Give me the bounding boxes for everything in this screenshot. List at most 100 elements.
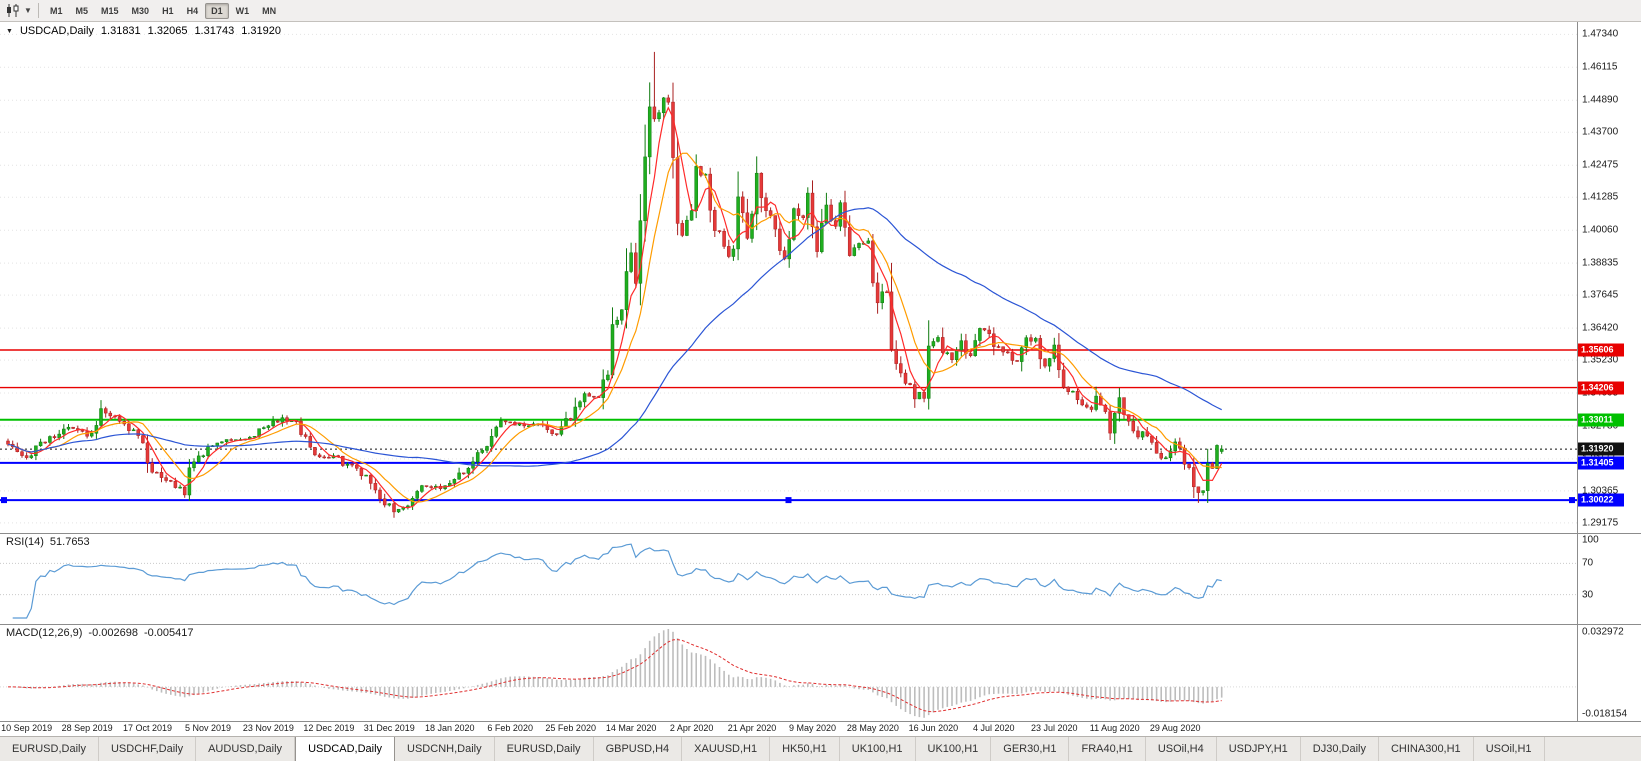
chart-tabs-bar: EURUSD,Daily USDCHF,Daily AUDUSD,Daily USDC… — [0, 737, 1641, 761]
timeframe-button-m30[interactable]: M30 — [131, 5, 150, 16]
price-axis-label: 1.42475 — [1582, 159, 1619, 171]
price-plot[interactable] — [0, 22, 1577, 533]
macd-main-value: -0.002698 — [88, 627, 138, 639]
rsi-plot[interactable] — [0, 534, 1577, 624]
rsi-chart-svg — [0, 543, 1577, 619]
rsi-axis-label: 30 — [1582, 589, 1594, 601]
timeframe-buttons: M1 M5 M15 M30 H1 H4 D1 W1 MN — [44, 2, 282, 19]
tab-gbpusd-h4[interactable]: GBPUSD,H4 — [594, 737, 683, 761]
date-label: 29 Aug 2020 — [1149, 723, 1201, 733]
price-chart-svg — [0, 33, 1577, 524]
date-label: 12 Dec 2019 — [303, 723, 355, 733]
candlestick-chart-icon-svg — [7, 4, 19, 17]
timeframe-button-mn[interactable]: MN — [262, 5, 277, 16]
candlestick-chart-icon[interactable] — [4, 2, 22, 20]
tab-ger30-h1[interactable]: GER30,H1 — [991, 737, 1070, 761]
tab-usdcnh-daily[interactable]: USDCNH,Daily — [395, 737, 495, 761]
ohlc-high: 1.32065 — [147, 25, 188, 37]
date-label: 25 Feb 2020 — [545, 723, 596, 733]
price-level-chip: 1.31920 — [1578, 442, 1624, 456]
price-chart-panel[interactable]: 1.47340 1.46115 1.44890 1.43700 1.42475 1.412… — [0, 22, 1641, 534]
tab-xauusd-h1[interactable]: XAUUSD,H1 — [682, 737, 771, 761]
price-level-chip: 1.34206 — [1578, 381, 1624, 395]
price-level-chip: 1.31405 — [1578, 456, 1624, 470]
tab-usdjpy-h1[interactable]: USDJPY,H1 — [1217, 737, 1301, 761]
tab-china300-h1[interactable]: CHINA300,H1 — [1379, 737, 1474, 761]
rsi-axis[interactable]: 100 70 30 — [1577, 534, 1641, 624]
timeframe-button-d1[interactable]: D1 — [205, 2, 229, 19]
date-label: 10 Sep 2019 — [1, 723, 53, 733]
macd-axis[interactable]: 0.032972 -0.018154 — [1577, 625, 1641, 721]
price-axis-label: 1.29175 — [1582, 517, 1619, 529]
symbol-ohlc-label: ▼ USDCAD,Daily 1.31831 1.32065 1.31743 1… — [6, 25, 281, 37]
timeframe-button-h1[interactable]: H1 — [162, 5, 174, 16]
tab-hk50-h1[interactable]: HK50,H1 — [770, 737, 840, 761]
date-label: 23 Jul 2020 — [1031, 723, 1078, 733]
macd-label: MACD(12,26,9) -0.002698 -0.005417 — [6, 627, 194, 639]
tab-eurusd-daily[interactable]: EURUSD,Daily — [495, 737, 594, 761]
tab-uk100-h1[interactable]: UK100,H1 — [916, 737, 992, 761]
tab-eurusd-daily[interactable]: EURUSD,Daily — [0, 737, 99, 761]
date-label: 23 Nov 2019 — [242, 723, 294, 733]
toolbar-separator — [38, 3, 39, 18]
tab-usoil-h1[interactable]: USOil,H1 — [1474, 737, 1545, 761]
chevron-down-icon[interactable]: ▼ — [24, 6, 32, 15]
timeframe-button-m1[interactable]: M1 — [50, 5, 63, 16]
price-axis-label: 1.37645 — [1582, 289, 1619, 301]
date-label: 11 Aug 2020 — [1089, 723, 1140, 733]
date-label: 31 Dec 2019 — [363, 723, 415, 733]
macd-name: MACD(12,26,9) — [6, 627, 83, 639]
ohlc-low: 1.31743 — [194, 25, 235, 37]
price-level-chip: 1.35606 — [1578, 343, 1624, 357]
price-axis-label: 1.46115 — [1582, 61, 1618, 73]
price-axis-label: 1.43700 — [1582, 126, 1619, 138]
dropdown-triangle-icon: ▼ — [6, 27, 13, 35]
date-label: 14 Mar 2020 — [605, 723, 657, 733]
tab-dj30-daily[interactable]: DJ30,Daily — [1301, 737, 1379, 761]
ohlc-close: 1.31920 — [241, 25, 281, 37]
date-label: 6 Feb 2020 — [487, 723, 533, 733]
symbol-name: USDCAD,Daily — [19, 25, 94, 37]
price-axis-label: 1.30365 — [1582, 485, 1619, 497]
price-axis-label: 1.44890 — [1582, 94, 1619, 106]
date-label: 18 Jan 2020 — [425, 723, 475, 733]
price-axis-label: 1.38835 — [1582, 257, 1619, 269]
date-label: 5 Nov 2019 — [184, 723, 232, 733]
date-label: 21 Apr 2020 — [727, 723, 777, 733]
rsi-value: 51.7653 — [49, 536, 90, 548]
tab-usoil-h4[interactable]: USOil,H4 — [1146, 737, 1217, 761]
tab-usdcad-daily[interactable]: USDCAD,Daily — [295, 737, 396, 761]
time-axis[interactable]: 10 Sep 2019 28 Sep 2019 17 Oct 2019 5 Nov 2… — [0, 722, 1641, 737]
chart-stack: 1.47340 1.46115 1.44890 1.43700 1.42475 1.412… — [0, 22, 1641, 737]
macd-axis-label: -0.018154 — [1582, 708, 1628, 720]
rsi-panel[interactable]: 100 70 30 RSI(14) 51.7653 — [0, 534, 1641, 625]
ohlc-open: 1.31831 — [100, 25, 141, 37]
date-label: 28 May 2020 — [846, 723, 899, 733]
date-label: 17 Oct 2019 — [122, 723, 173, 733]
price-axis-label: 1.41285 — [1582, 191, 1619, 203]
timeframe-button-h4[interactable]: H4 — [186, 5, 199, 16]
rsi-label: RSI(14) 51.7653 — [6, 536, 90, 548]
price-axis-label: 1.40060 — [1582, 224, 1619, 236]
timeframe-button-m5[interactable]: M5 — [75, 5, 89, 16]
rsi-axis-label: 70 — [1582, 557, 1594, 569]
price-level-chip: 1.33011 — [1578, 413, 1624, 427]
macd-plot[interactable] — [0, 625, 1577, 721]
tab-audusd-daily[interactable]: AUDUSD,Daily — [196, 737, 296, 761]
price-axis[interactable]: 1.47340 1.46115 1.44890 1.43700 1.42475 1.412… — [1577, 22, 1641, 533]
macd-panel[interactable]: 0.032972 -0.018154 MACD(12,26,9) -0.00269… — [0, 625, 1641, 722]
date-label: 2 Apr 2020 — [669, 723, 714, 733]
tab-fra40-h1[interactable]: FRA40,H1 — [1069, 737, 1146, 761]
macd-chart-svg — [0, 629, 1577, 718]
date-label: 28 Sep 2019 — [61, 723, 113, 733]
date-label: 16 Jun 2020 — [908, 723, 959, 733]
timeframe-button-w1[interactable]: W1 — [235, 5, 250, 16]
macd-signal-value: -0.005417 — [143, 627, 194, 639]
tab-usdchf-daily[interactable]: USDCHF,Daily — [99, 737, 197, 761]
tab-uk100-h1[interactable]: UK100,H1 — [840, 737, 916, 761]
rsi-name: RSI(14) — [6, 536, 44, 548]
price-axis-label: 1.47340 — [1582, 28, 1619, 40]
macd-axis-label: 0.032972 — [1582, 626, 1624, 638]
timeframe-button-m15[interactable]: M15 — [101, 5, 119, 16]
